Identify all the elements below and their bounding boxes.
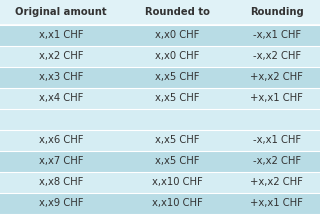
FancyBboxPatch shape	[234, 193, 320, 214]
FancyBboxPatch shape	[0, 109, 122, 130]
FancyBboxPatch shape	[122, 0, 234, 25]
Text: +x,x1 CHF: +x,x1 CHF	[250, 198, 303, 208]
Text: x,x5 CHF: x,x5 CHF	[155, 72, 200, 82]
Text: -x,x1 CHF: -x,x1 CHF	[253, 135, 301, 145]
FancyBboxPatch shape	[122, 172, 234, 193]
FancyBboxPatch shape	[122, 88, 234, 109]
FancyBboxPatch shape	[234, 88, 320, 109]
FancyBboxPatch shape	[234, 151, 320, 172]
Text: x,x4 CHF: x,x4 CHF	[39, 93, 83, 103]
Text: x,x9 CHF: x,x9 CHF	[38, 198, 83, 208]
FancyBboxPatch shape	[122, 130, 234, 151]
Text: x,x8 CHF: x,x8 CHF	[39, 177, 83, 187]
Text: x,x5 CHF: x,x5 CHF	[155, 156, 200, 166]
FancyBboxPatch shape	[0, 67, 122, 88]
FancyBboxPatch shape	[234, 109, 320, 130]
Text: x,x7 CHF: x,x7 CHF	[38, 156, 83, 166]
FancyBboxPatch shape	[0, 25, 122, 46]
FancyBboxPatch shape	[122, 193, 234, 214]
FancyBboxPatch shape	[234, 0, 320, 25]
FancyBboxPatch shape	[0, 130, 122, 151]
FancyBboxPatch shape	[0, 151, 122, 172]
FancyBboxPatch shape	[234, 46, 320, 67]
Text: x,x6 CHF: x,x6 CHF	[38, 135, 83, 145]
FancyBboxPatch shape	[0, 46, 122, 67]
Text: x,x10 CHF: x,x10 CHF	[152, 177, 203, 187]
FancyBboxPatch shape	[122, 109, 234, 130]
Text: x,x3 CHF: x,x3 CHF	[39, 72, 83, 82]
FancyBboxPatch shape	[122, 151, 234, 172]
Text: Rounded to: Rounded to	[145, 7, 210, 17]
Text: +x,x2 CHF: +x,x2 CHF	[250, 177, 303, 187]
FancyBboxPatch shape	[234, 67, 320, 88]
Text: Rounding: Rounding	[250, 7, 304, 17]
Text: x,x2 CHF: x,x2 CHF	[38, 51, 83, 61]
FancyBboxPatch shape	[0, 193, 122, 214]
FancyBboxPatch shape	[122, 67, 234, 88]
Text: +x,x2 CHF: +x,x2 CHF	[250, 72, 303, 82]
FancyBboxPatch shape	[234, 25, 320, 46]
Text: -x,x1 CHF: -x,x1 CHF	[253, 30, 301, 40]
Text: x,x1 CHF: x,x1 CHF	[38, 30, 83, 40]
Text: -x,x2 CHF: -x,x2 CHF	[253, 51, 301, 61]
FancyBboxPatch shape	[122, 46, 234, 67]
FancyBboxPatch shape	[0, 172, 122, 193]
Text: x,x0 CHF: x,x0 CHF	[156, 51, 200, 61]
Text: +x,x1 CHF: +x,x1 CHF	[250, 93, 303, 103]
FancyBboxPatch shape	[122, 25, 234, 46]
FancyBboxPatch shape	[234, 130, 320, 151]
Text: x,x5 CHF: x,x5 CHF	[155, 135, 200, 145]
Text: x,x5 CHF: x,x5 CHF	[155, 93, 200, 103]
FancyBboxPatch shape	[234, 172, 320, 193]
Text: x,x0 CHF: x,x0 CHF	[156, 30, 200, 40]
Text: Original amount: Original amount	[15, 7, 107, 17]
Text: x,x10 CHF: x,x10 CHF	[152, 198, 203, 208]
Text: -x,x2 CHF: -x,x2 CHF	[253, 156, 301, 166]
FancyBboxPatch shape	[0, 0, 122, 25]
FancyBboxPatch shape	[0, 88, 122, 109]
